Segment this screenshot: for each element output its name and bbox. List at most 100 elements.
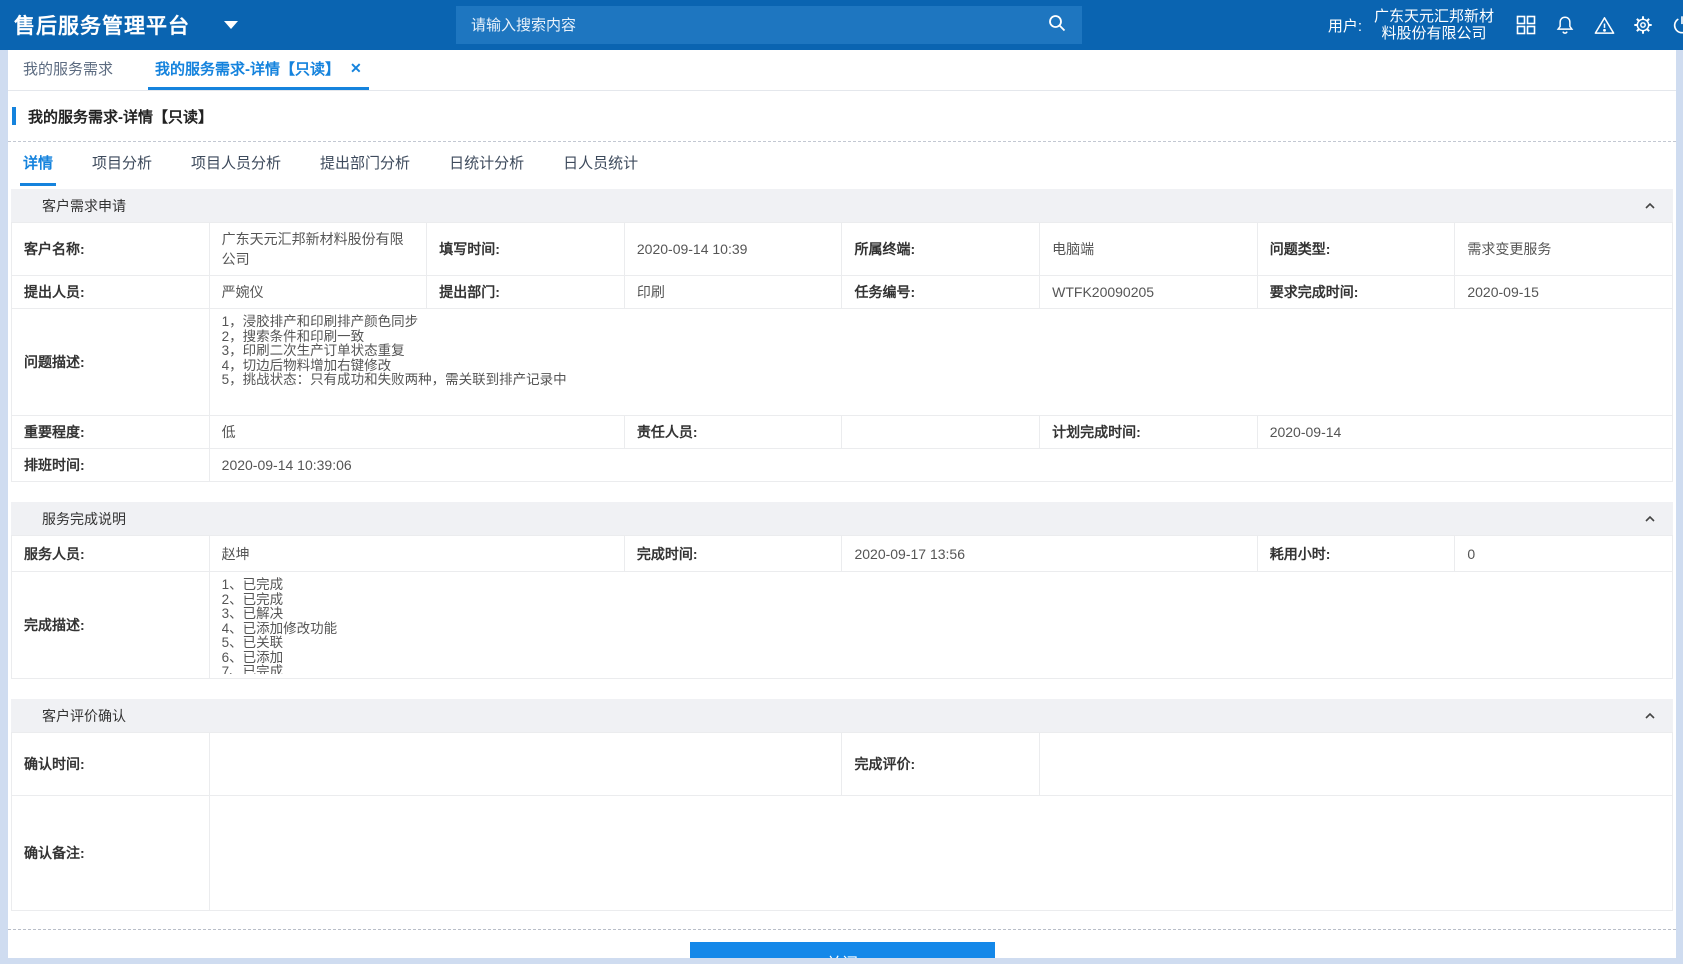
- field-label: 完成描述:: [11, 571, 210, 679]
- field-value: [208, 732, 843, 796]
- field-value: 1，浸胶排产和印刷排产颜色同步 2，搜索条件和印刷一致 3，印刷二次生产订单状态…: [208, 308, 1674, 416]
- customer-evaluation-table: 确认时间: 完成评价: 确认备注:: [11, 732, 1674, 911]
- field-value: 2020-09-14 10:39: [623, 222, 843, 276]
- field-value: 2020-09-15: [1454, 275, 1673, 309]
- table-row: 确认时间: 完成评价:: [11, 732, 1673, 796]
- subtab-daily-staff-stats[interactable]: 日人员统计: [563, 155, 639, 172]
- table-row: 客户名称: 广东天元汇邦新材料股份有限公司 填写时间: 2020-09-14 1…: [11, 222, 1673, 276]
- field-value: 电脑端: [1039, 222, 1258, 276]
- footer-button-row: 关闭: [8, 942, 1676, 958]
- subtab-project-staff-analysis[interactable]: 项目人员分析: [191, 155, 282, 172]
- section-title: 客户评价确认: [42, 707, 126, 724]
- section-title: 服务完成说明: [42, 510, 126, 527]
- finish-description-scrollarea[interactable]: 1、已完成 2、已完成 3、已解决 4、已添加修改功能 5、已关联 6、已添加 …: [222, 575, 1671, 674]
- bell-icon[interactable]: [1552, 12, 1578, 38]
- table-row: 重要程度: 低 责任人员: 计划完成时间: 2020-09-14: [11, 415, 1674, 449]
- tab-label: 我的服务需求-详情【只读】: [155, 61, 341, 78]
- field-value: 2020-09-14 10:39:06: [208, 448, 1674, 482]
- tab-my-service-requests[interactable]: 我的服务需求: [16, 50, 120, 90]
- footer-divider: [8, 929, 1676, 930]
- form-sections: 客户需求申请 客户名称: 广东天元汇邦新材料股份有限公司 填写时间: 2020-…: [8, 186, 1676, 911]
- field-label: 服务人员:: [11, 535, 210, 572]
- field-label: 问题描述:: [11, 308, 210, 416]
- tab-detail-readonly[interactable]: 我的服务需求-详情【只读】 ✕: [148, 50, 369, 90]
- issue-description-text: 1，浸胶排产和印刷排产颜色同步 2，搜索条件和印刷一致 3，印刷二次生产订单状态…: [221, 314, 567, 387]
- field-label: 耗用小时:: [1256, 535, 1456, 572]
- user-label: 用户:: [1327, 17, 1362, 35]
- table-row: 排班时间: 2020-09-14 10:39:06: [11, 448, 1674, 482]
- table-row: 服务人员: 赵坤 完成时间: 2020-09-17 13:56 耗用小时: 0: [11, 535, 1673, 572]
- close-button[interactable]: 关闭: [689, 942, 995, 958]
- top-bar: 售后服务管理平台 用户: 广东天元汇邦新材料股份有限公司: [0, 0, 1683, 50]
- field-label: 完成评价:: [841, 732, 1041, 796]
- section-header-customer-evaluation[interactable]: 客户评价确认: [11, 699, 1673, 732]
- field-value: 赵坤: [208, 535, 625, 572]
- table-row: 提出人员: 严婉仪 提出部门: 印刷 任务编号: WTFK20090205 要求…: [11, 275, 1673, 309]
- field-label: 排班时间:: [11, 448, 210, 482]
- close-icon[interactable]: ✕: [350, 60, 362, 76]
- subtab-project-analysis[interactable]: 项目分析: [92, 155, 153, 172]
- gear-icon[interactable]: [1630, 12, 1656, 38]
- field-label: 计划完成时间:: [1039, 415, 1258, 449]
- subtab-department-analysis[interactable]: 提出部门分析: [320, 155, 411, 172]
- apps-grid-icon[interactable]: [1513, 12, 1539, 38]
- service-completion-table: 服务人员: 赵坤 完成时间: 2020-09-17 13:56 耗用小时: 0 …: [11, 535, 1674, 679]
- chevron-up-icon[interactable]: [1643, 512, 1657, 526]
- field-label: 提出部门:: [426, 275, 625, 309]
- field-value: 需求变更服务: [1454, 222, 1673, 276]
- table-row: 确认备注:: [11, 795, 1674, 911]
- title-accent-bar: [12, 107, 16, 125]
- field-label: 责任人员:: [623, 415, 843, 449]
- field-value: [1039, 732, 1673, 796]
- subtab-bar: 详情 项目分析 项目人员分析 提出部门分析 日统计分析 日人员统计: [8, 142, 1676, 186]
- chevron-up-icon[interactable]: [1643, 199, 1657, 213]
- table-row: 问题描述: 1，浸胶排产和印刷排产颜色同步 2，搜索条件和印刷一致 3，印刷二次…: [11, 308, 1674, 416]
- field-value: [841, 415, 1041, 449]
- chevron-up-icon[interactable]: [1643, 709, 1657, 723]
- main-panel: 我的服务需求 我的服务需求-详情【只读】 ✕ 我的服务需求-详情【只读】 详情 …: [8, 50, 1676, 958]
- page-title: 我的服务需求-详情【只读】: [28, 108, 213, 126]
- field-label: 所属终端:: [841, 222, 1041, 276]
- field-label: 重要程度:: [11, 415, 210, 449]
- field-label: 客户名称:: [11, 222, 210, 276]
- finish-description-text: 1、已完成 2、已完成 3、已解决 4、已添加修改功能 5、已关联 6、已添加 …: [221, 577, 338, 674]
- user-name: 广东天元汇邦新材料股份有限公司: [1373, 8, 1494, 42]
- user-area: 用户: 广东天元汇邦新材料股份有限公司: [1328, 0, 1683, 50]
- field-value: 0: [1454, 535, 1673, 572]
- warning-icon[interactable]: [1591, 12, 1617, 38]
- field-value: 2020-09-14: [1256, 415, 1674, 449]
- subtab-daily-stats[interactable]: 日统计分析: [449, 155, 525, 172]
- field-label: 任务编号:: [841, 275, 1041, 309]
- power-icon[interactable]: [1669, 12, 1683, 38]
- caret-down-icon[interactable]: [224, 21, 238, 29]
- section-header-service-completion[interactable]: 服务完成说明: [11, 502, 1673, 535]
- field-value: 严婉仪: [208, 275, 428, 309]
- issue-description-scrollarea[interactable]: 1，浸胶排产和印刷排产颜色同步 2，搜索条件和印刷一致 3，印刷二次生产订单状态…: [222, 312, 1671, 411]
- tab-label: 我的服务需求: [23, 61, 114, 78]
- app-title[interactable]: 售后服务管理平台: [14, 15, 190, 38]
- search-input[interactable]: [471, 16, 1047, 34]
- section-title: 客户需求申请: [42, 197, 126, 214]
- field-label: 要求完成时间:: [1256, 275, 1456, 309]
- field-label: 问题类型:: [1256, 222, 1456, 276]
- subtab-detail[interactable]: 详情: [20, 142, 57, 186]
- field-label: 完成时间:: [623, 535, 843, 572]
- section-header-customer-request[interactable]: 客户需求申请: [11, 189, 1673, 222]
- field-label: 填写时间:: [426, 222, 625, 276]
- field-value: 广东天元汇邦新材料股份有限公司: [208, 222, 428, 276]
- field-label: 提出人员:: [11, 275, 210, 309]
- field-value: 1、已完成 2、已完成 3、已解决 4、已添加修改功能 5、已关联 6、已添加 …: [208, 571, 1674, 679]
- field-label: 确认备注:: [11, 795, 210, 911]
- search-bar: [456, 6, 1082, 44]
- field-label: 确认时间:: [11, 732, 210, 796]
- page-title-bar: 我的服务需求-详情【只读】: [8, 91, 1676, 142]
- table-row: 完成描述: 1、已完成 2、已完成 3、已解决 4、已添加修改功能 5、已关联 …: [11, 571, 1674, 679]
- field-value: 低: [208, 415, 625, 449]
- customer-request-table: 客户名称: 广东天元汇邦新材料股份有限公司 填写时间: 2020-09-14 1…: [11, 222, 1674, 482]
- field-value: 2020-09-17 13:56: [841, 535, 1258, 572]
- tab-strip: 我的服务需求 我的服务需求-详情【只读】 ✕: [8, 50, 1676, 91]
- field-value: [208, 795, 1674, 911]
- field-value: 印刷: [623, 275, 843, 309]
- search-icon[interactable]: [1047, 13, 1067, 38]
- field-value: WTFK20090205: [1039, 275, 1258, 309]
